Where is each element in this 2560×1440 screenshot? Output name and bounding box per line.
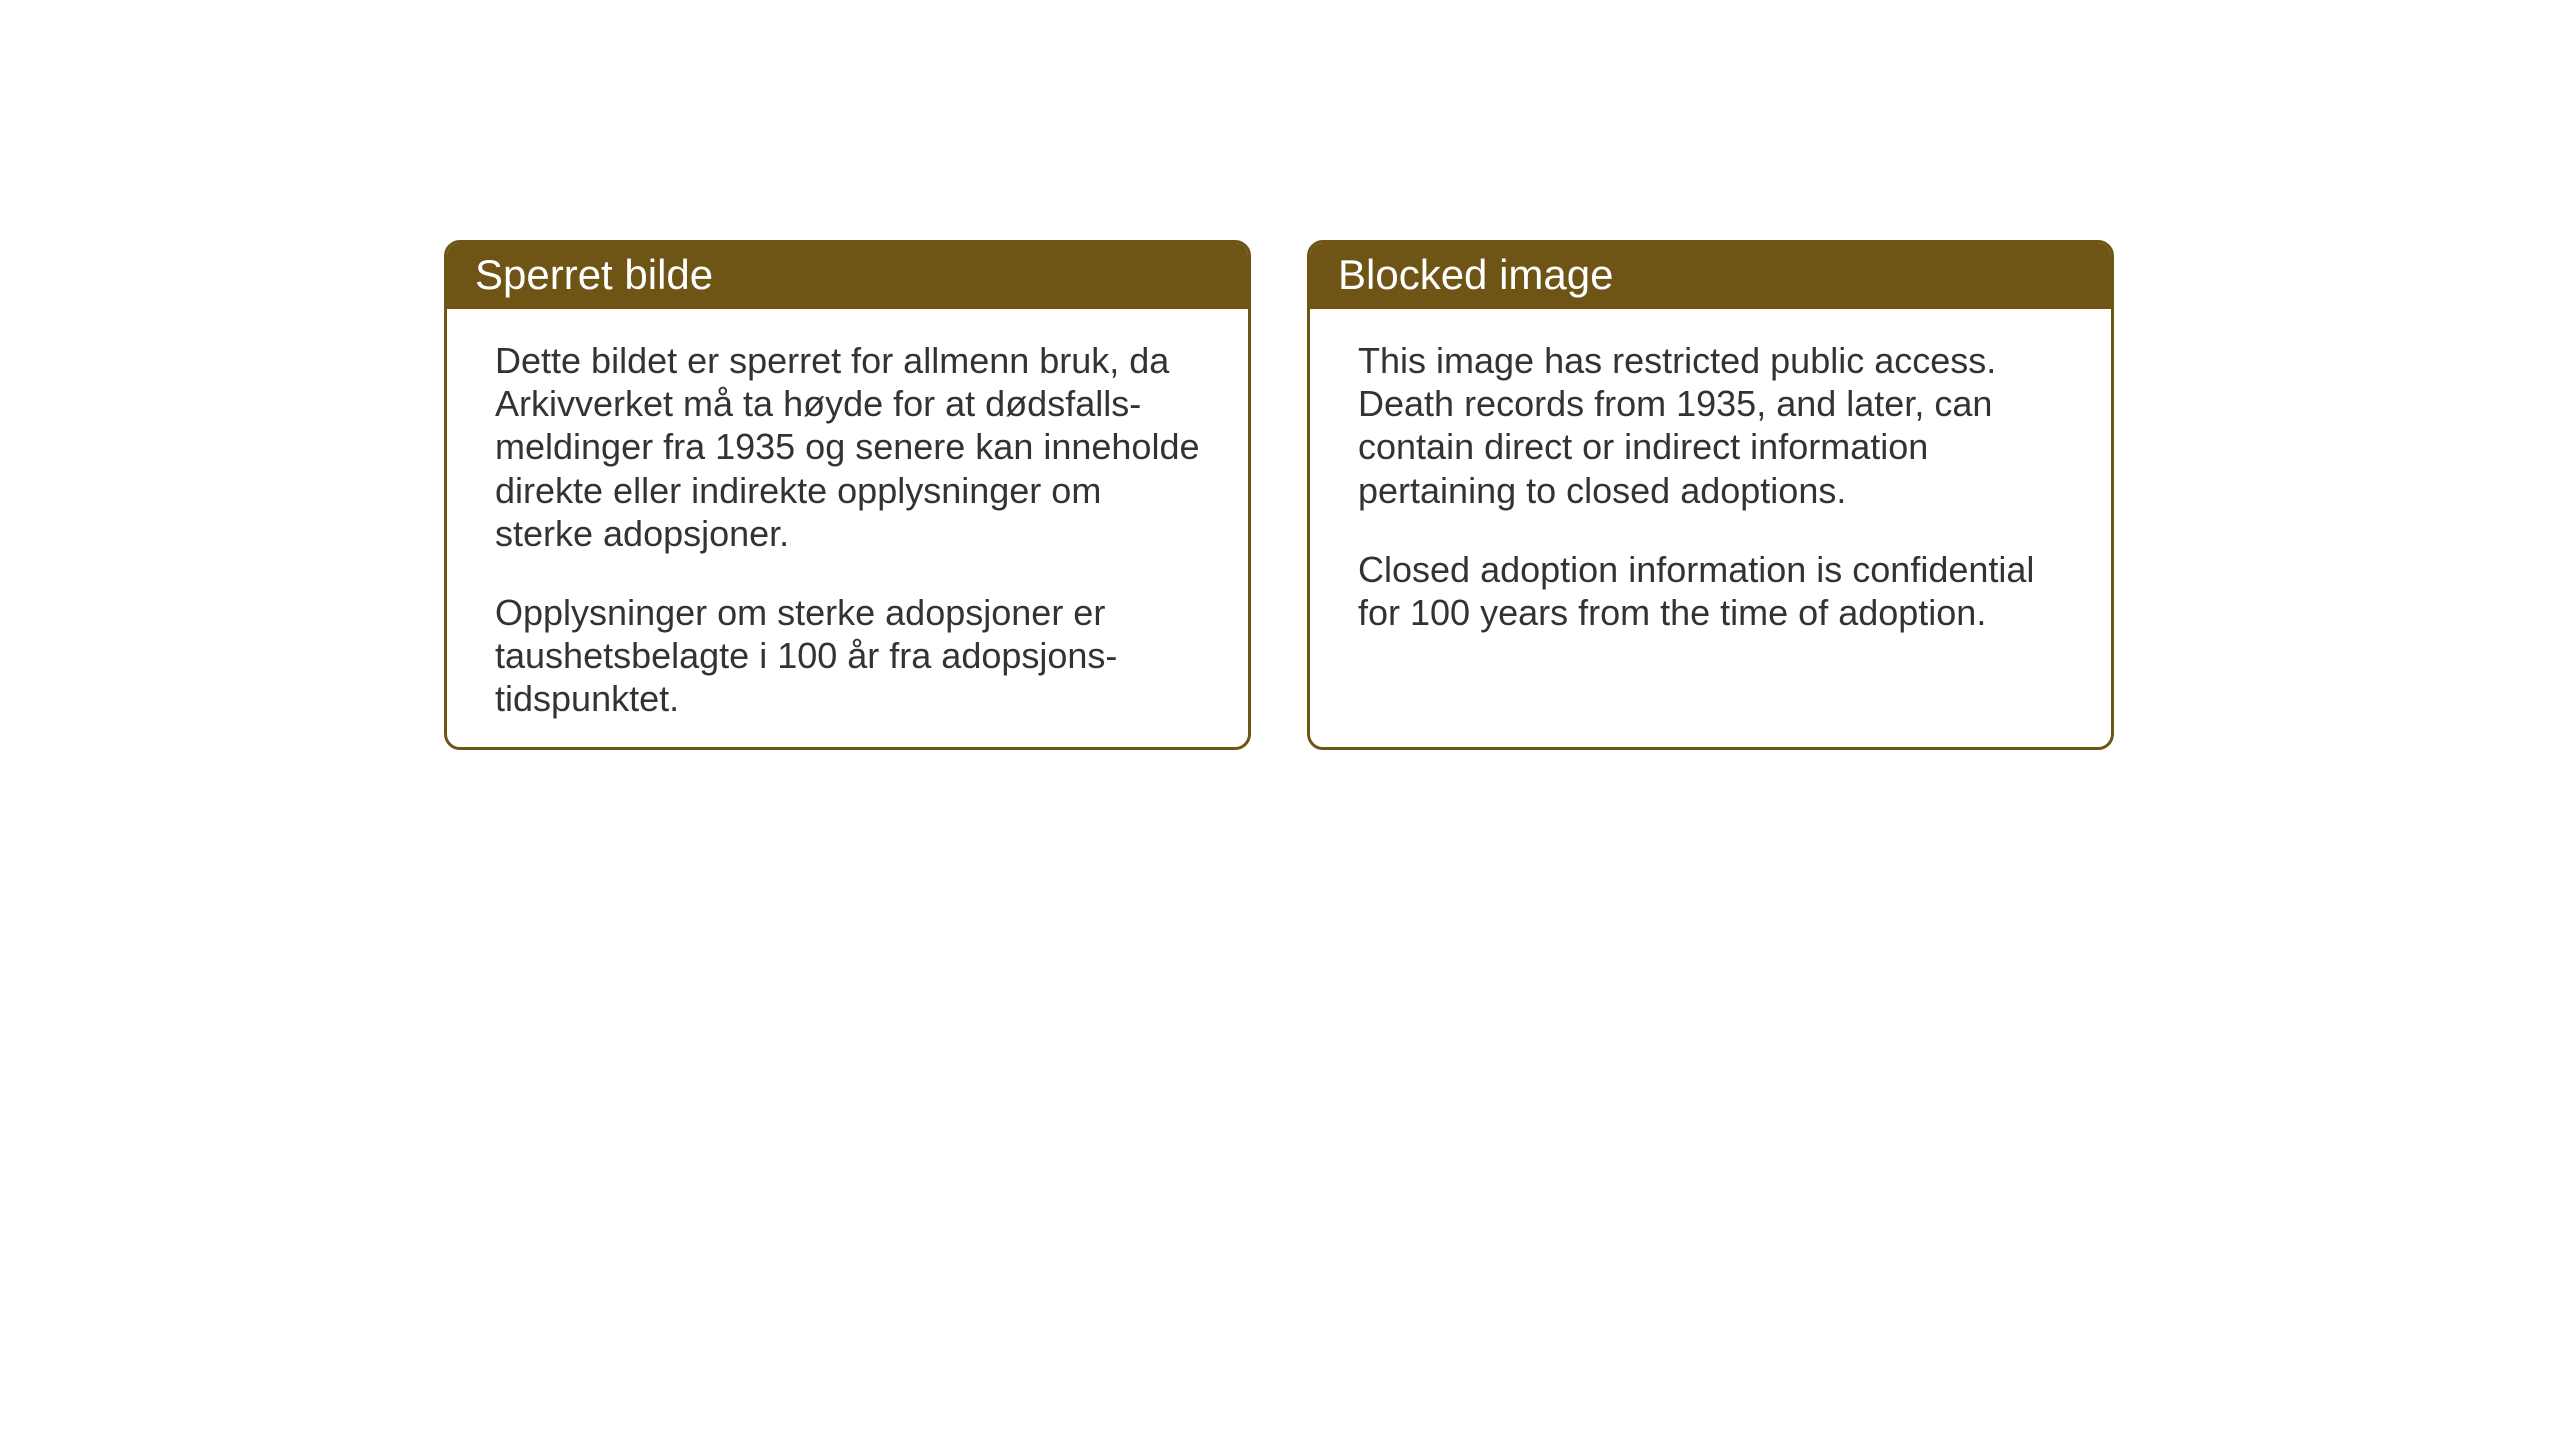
notice-paragraph-2-norwegian: Opplysninger om sterke adopsjoner er tau… [495,591,1200,721]
notice-container: Sperret bilde Dette bildet er sperret fo… [444,240,2114,750]
notice-box-norwegian: Sperret bilde Dette bildet er sperret fo… [444,240,1251,750]
notice-body-english: This image has restricted public access.… [1310,309,2111,674]
notice-paragraph-2-english: Closed adoption information is confident… [1358,548,2063,634]
notice-box-english: Blocked image This image has restricted … [1307,240,2114,750]
notice-paragraph-1-english: This image has restricted public access.… [1358,339,2063,512]
notice-paragraph-1-norwegian: Dette bildet er sperret for allmenn bruk… [495,339,1200,555]
notice-title-english: Blocked image [1310,243,2111,309]
notice-title-norwegian: Sperret bilde [447,243,1248,309]
notice-body-norwegian: Dette bildet er sperret for allmenn bruk… [447,309,1248,750]
